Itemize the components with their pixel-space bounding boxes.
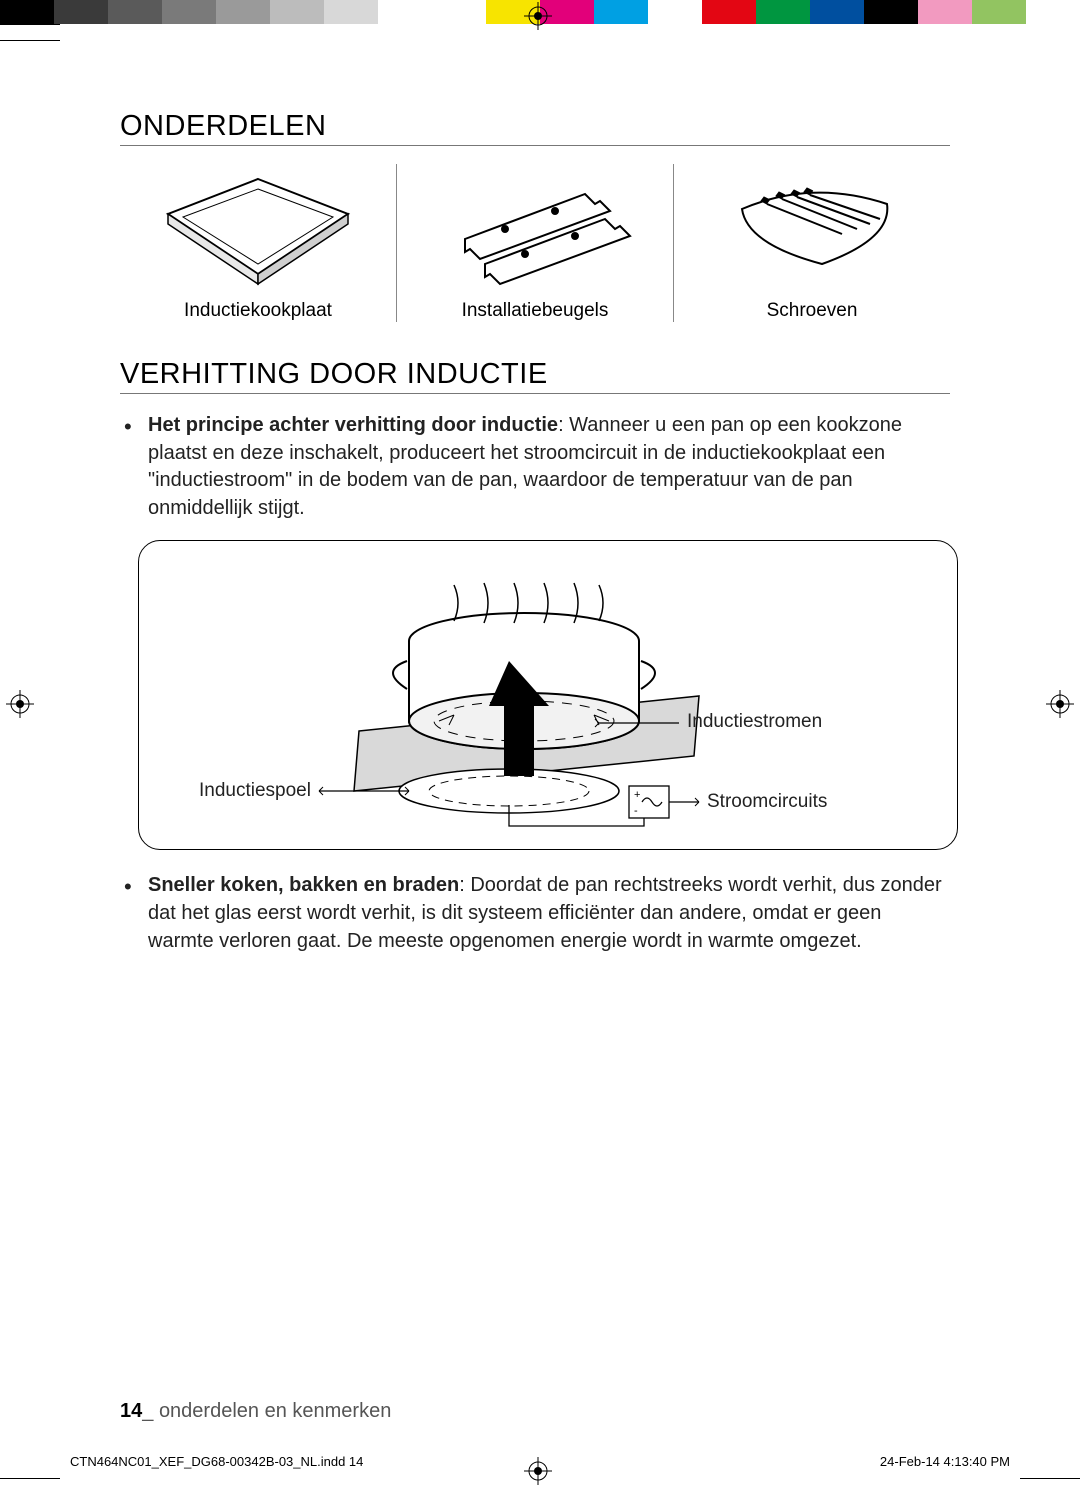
color-swatch — [0, 0, 54, 24]
part-cooktop: Inductiekookplaat — [120, 164, 396, 322]
part-caption: Inductiekookplaat — [184, 300, 332, 322]
color-swatch — [54, 0, 108, 24]
color-swatch — [864, 0, 918, 24]
body-list: Het principe achter verhitting door indu… — [120, 412, 950, 955]
color-swatch — [810, 0, 864, 24]
color-swatch — [1026, 0, 1080, 24]
diagram-label-coil: Inductiespoel — [199, 778, 311, 804]
color-swatch — [378, 0, 432, 24]
crop-mark — [0, 24, 60, 25]
part-brackets: Installatiebeugels — [396, 164, 673, 322]
slug-date: 24-Feb-14 4:13:40 PM — [880, 1454, 1010, 1469]
crop-mark — [1020, 1478, 1080, 1479]
registration-mark-icon — [1046, 690, 1074, 718]
color-swatch — [216, 0, 270, 24]
color-swatch — [702, 0, 756, 24]
registration-mark-icon — [524, 1457, 552, 1485]
diagram-label-circuits: Stroomcircuits — [707, 789, 827, 815]
page-footer: 14_ onderdelen en kenmerken — [120, 1400, 391, 1423]
list-item: Sneller koken, bakken en braden: Doordat… — [148, 872, 950, 955]
page-number: 14 — [120, 1400, 142, 1422]
bullet-bold: Het principe achter verhitting door indu… — [148, 414, 558, 436]
part-caption: Installatiebeugels — [462, 300, 609, 322]
color-swatch — [162, 0, 216, 24]
registration-mark-icon — [6, 690, 34, 718]
diagram-label-currents: Inductiestromen — [687, 709, 822, 735]
color-swatch — [594, 0, 648, 24]
crop-mark — [0, 40, 60, 41]
svg-text:+: + — [634, 789, 640, 801]
section-heading-parts: ONDERDELEN — [120, 110, 950, 146]
part-caption: Schroeven — [767, 300, 858, 322]
screws-icon — [712, 164, 912, 294]
color-swatch — [972, 0, 1026, 24]
list-item: Het principe achter verhitting door indu… — [148, 412, 950, 850]
color-swatch — [648, 0, 702, 24]
bullet-bold: Sneller koken, bakken en braden — [148, 874, 459, 896]
color-swatch — [918, 0, 972, 24]
slug-file: CTN464NC01_XEF_DG68-00342B-03_NL.indd 14 — [70, 1454, 363, 1469]
cooktop-icon — [158, 164, 358, 294]
color-swatch — [756, 0, 810, 24]
brackets-icon — [435, 164, 635, 294]
registration-mark-icon — [524, 2, 552, 30]
color-swatch — [270, 0, 324, 24]
footer-sep: _ — [142, 1400, 159, 1422]
color-swatch — [432, 0, 486, 24]
page-content: ONDERDELEN Inductiekookplaat — [120, 110, 950, 965]
footer-text: onderdelen en kenmerken — [159, 1400, 391, 1422]
parts-row: Inductiekookplaat Installatieb — [120, 164, 950, 322]
svg-text:-: - — [634, 805, 638, 817]
color-swatch — [324, 0, 378, 24]
color-swatch — [108, 0, 162, 24]
part-screws: Schroeven — [673, 164, 950, 322]
section-heading-induction: VERHITTING DOOR INDUCTIE — [120, 358, 950, 394]
crop-mark — [0, 1478, 60, 1479]
induction-diagram: + - Inductiestromen Inductiespoel Stroom… — [138, 540, 958, 850]
